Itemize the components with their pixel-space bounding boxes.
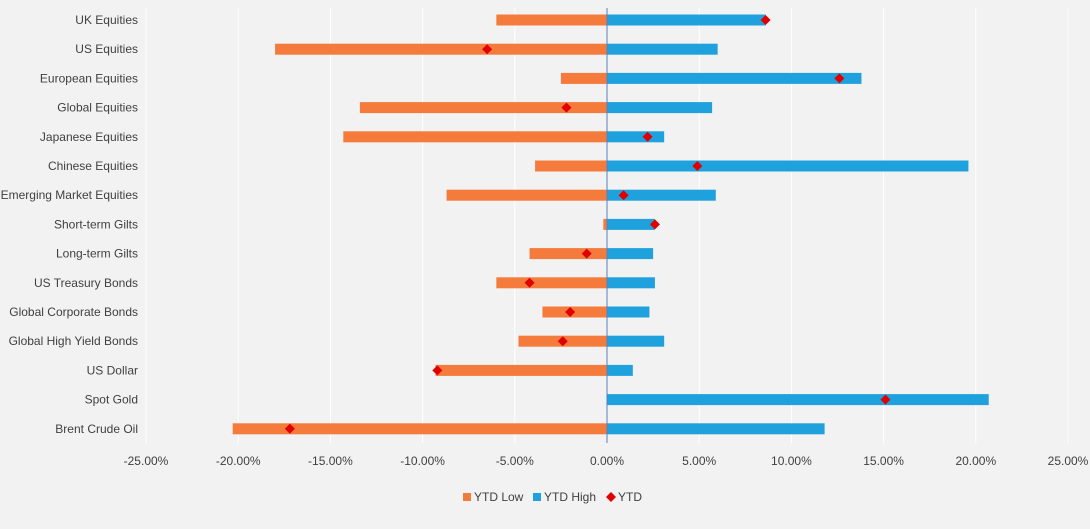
category-label: UK Equities xyxy=(75,13,138,27)
ytd-high-bar xyxy=(607,423,825,435)
category-label: Japanese Equities xyxy=(40,130,138,144)
x-tick-label: 20.00% xyxy=(955,454,996,468)
legend-label: YTD Low xyxy=(474,490,524,504)
ytd-marker xyxy=(692,161,703,171)
ytd-marker xyxy=(565,307,576,317)
legend-swatch xyxy=(463,493,471,501)
category-label: Chinese Equities xyxy=(48,159,138,173)
ytd-marker xyxy=(649,219,660,230)
ytd-high-bar xyxy=(607,43,718,55)
ytd-low-bar xyxy=(496,14,607,26)
x-tick-label: 5.00% xyxy=(682,454,716,468)
ytd-high-bar xyxy=(607,131,665,143)
category-label: Emerging Market Equities xyxy=(1,188,138,202)
x-tick-label: 0.00% xyxy=(590,454,624,468)
ytd-high-bar xyxy=(607,277,655,289)
ytd-marker xyxy=(284,423,295,434)
ytd-marker xyxy=(432,365,443,376)
legend-item: YTD High xyxy=(533,490,596,504)
legend: YTD Low YTD High YTD xyxy=(463,490,642,504)
ytd-low-bar xyxy=(603,218,607,230)
x-tick-label: -20.00% xyxy=(216,454,261,468)
ytd-high-bar xyxy=(607,335,665,347)
category-label: Spot Gold xyxy=(85,393,138,407)
x-tick-label: -15.00% xyxy=(308,454,353,468)
ytd-marker xyxy=(642,131,653,142)
bar-layer xyxy=(232,14,989,435)
category-labels: UK Equities US Equities European Equities G… xyxy=(1,13,138,436)
category-label: Long-term Gilts xyxy=(56,247,138,261)
legend-item: YTD Low xyxy=(463,490,524,504)
category-label: European Equities xyxy=(40,71,138,85)
ytd-low-bar xyxy=(435,364,607,376)
x-tick-label: -10.00% xyxy=(400,454,445,468)
category-label: Brent Crude Oil xyxy=(55,422,138,436)
ytd-marker xyxy=(618,190,629,201)
ytd-high-bar xyxy=(607,160,969,172)
ytd-high-bar xyxy=(607,248,654,260)
ytd-marker xyxy=(834,73,845,84)
ytd-marker xyxy=(760,15,771,25)
x-tick-label: 10.00% xyxy=(771,454,812,468)
ytd-low-bar xyxy=(560,72,607,84)
legend-swatch xyxy=(606,492,616,502)
x-tick-label: -25.00% xyxy=(124,454,169,468)
x-tick-label: 25.00% xyxy=(1048,454,1089,468)
ytd-high-bar xyxy=(607,394,989,406)
ytd-high-bar xyxy=(607,189,716,201)
legend-swatch xyxy=(533,493,541,501)
x-tick-label: -5.00% xyxy=(496,454,534,468)
x-tick-labels: -25.00% -20.00% -15.00% -10.00% -5.00% 0.00% 5… xyxy=(124,454,1089,468)
ytd-marker xyxy=(581,248,592,259)
category-label: Global Equities xyxy=(57,101,138,115)
category-label: Global High Yield Bonds xyxy=(9,334,138,348)
ytd-low-bar xyxy=(496,277,607,289)
ytd-high-bar xyxy=(607,218,655,230)
ytd-low-bar xyxy=(343,131,607,143)
category-label: US Equities xyxy=(75,42,138,56)
ytd-marker xyxy=(880,394,891,405)
legend-label: YTD xyxy=(618,490,642,504)
ytd-low-bar xyxy=(359,102,607,114)
legend-label: YTD High xyxy=(544,490,596,504)
ytd-marker xyxy=(524,277,535,288)
ytd-marker xyxy=(482,44,493,55)
ytd-high-bar xyxy=(607,72,862,84)
legend-item: YTD xyxy=(606,490,642,504)
ytd-high-bar xyxy=(607,364,633,376)
ytd-low-bar xyxy=(232,423,607,435)
ytd-low-bar xyxy=(529,248,607,260)
ytd-low-bar xyxy=(275,43,607,55)
category-label: Global Corporate Bonds xyxy=(9,305,138,319)
category-label: US Treasury Bonds xyxy=(34,276,138,290)
ytd-low-bar xyxy=(535,160,607,172)
ytd-low-bar xyxy=(446,189,607,201)
ytd-marker xyxy=(557,336,568,347)
ytd-high-bar xyxy=(607,102,713,114)
ytd-marker xyxy=(561,102,572,113)
ytd-high-bar xyxy=(607,14,766,26)
ytd-high-bar xyxy=(607,306,650,318)
x-tick-label: 15.00% xyxy=(863,454,904,468)
category-label: Short-term Gilts xyxy=(54,217,138,231)
marker-layer xyxy=(284,15,891,434)
category-label: US Dollar xyxy=(87,363,138,377)
